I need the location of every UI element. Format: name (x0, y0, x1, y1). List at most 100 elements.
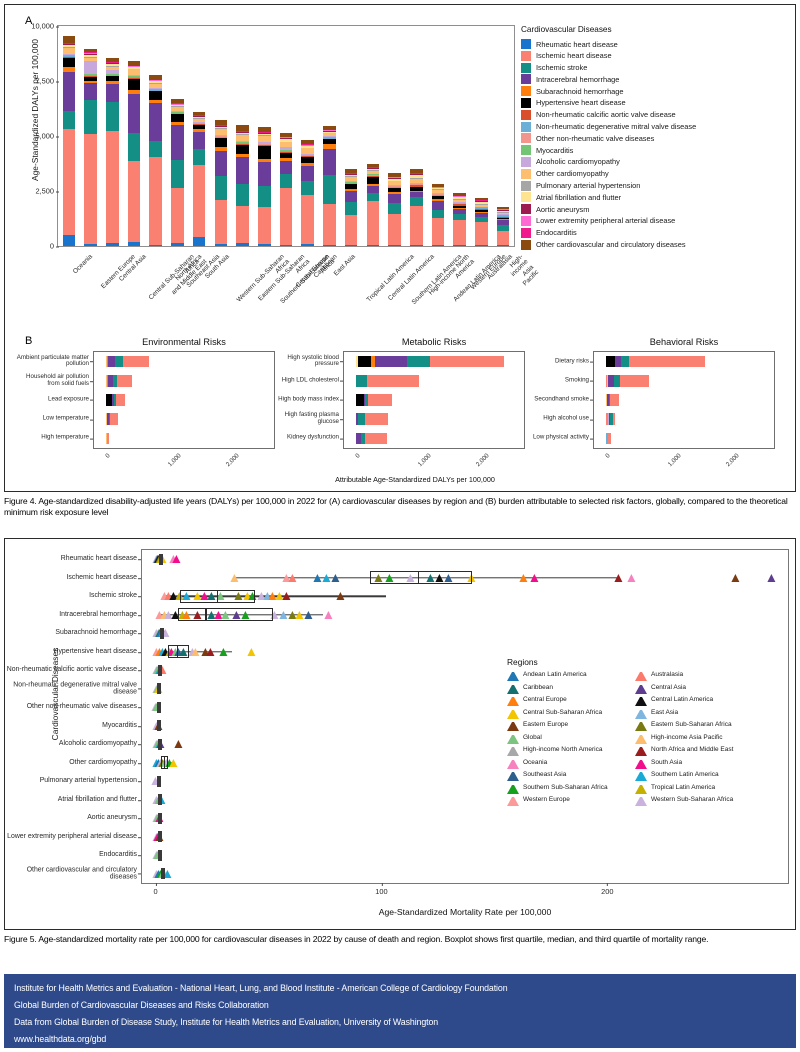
legend-item[interactable]: Tropical Latin America (635, 784, 757, 794)
legend-item[interactable]: Alcoholic cardiomyopathy (521, 156, 799, 167)
figure-5-region-marker[interactable] (155, 610, 164, 619)
figure-5-region-marker[interactable] (530, 573, 539, 582)
legend-item[interactable]: Lower extremity peripheral arterial dise… (521, 215, 799, 226)
legend-item[interactable]: Western Europe (507, 796, 629, 806)
figure-5-region-marker[interactable] (331, 573, 340, 582)
figure-5-region-marker[interactable] (207, 592, 216, 601)
figure-5-region-marker[interactable] (268, 592, 277, 601)
legend-item[interactable]: Rheumatic heart disease (521, 39, 799, 49)
figure-5-region-marker[interactable] (191, 647, 200, 656)
figure-5-region-marker[interactable] (169, 592, 178, 601)
figure-5-region-marker[interactable] (324, 610, 333, 619)
legend-item[interactable]: Hypertensive heart disease (521, 97, 799, 108)
legend-item[interactable]: Endocarditis (521, 227, 799, 238)
panel-a-stacked-bar[interactable] (236, 125, 249, 246)
panel-a-stacked-bar[interactable] (84, 48, 97, 246)
legend-item[interactable]: Pulmonary arterial hypertension (521, 180, 799, 191)
figure-5-region-marker[interactable] (385, 573, 394, 582)
legend-item[interactable]: Aortic aneurysm (521, 204, 799, 215)
panel-b-stacked-bar[interactable] (356, 413, 388, 425)
legend-item[interactable]: High-income North America (507, 746, 629, 756)
panel-a-stacked-bar[interactable] (171, 99, 184, 246)
figure-5-region-marker[interactable] (206, 647, 215, 656)
panel-a-stacked-bar[interactable] (149, 75, 162, 246)
figure-5-region-marker[interactable] (374, 573, 383, 582)
legend-item[interactable]: Andean Latin America (507, 671, 629, 681)
panel-a-stacked-bar[interactable] (431, 183, 445, 246)
legend-item[interactable]: North Africa and Middle East (635, 746, 757, 756)
figure-5-region-marker[interactable] (178, 647, 187, 656)
figure-5-region-marker[interactable] (295, 610, 304, 619)
figure-5-region-marker[interactable] (767, 573, 776, 582)
figure-5-region-marker[interactable] (214, 610, 223, 619)
figure-5-region-marker[interactable] (232, 610, 241, 619)
figure-5-region-marker[interactable] (263, 592, 272, 601)
figure-5-region-marker[interactable] (182, 610, 191, 619)
panel-a-stacked-bar[interactable] (127, 60, 141, 246)
panel-a-stacked-bar[interactable] (301, 139, 314, 246)
figure-5-region-marker[interactable] (243, 592, 252, 601)
figure-5-region-marker[interactable] (426, 573, 435, 582)
legend-item[interactable]: Subarachnoid hemorrhage (521, 86, 799, 97)
figure-5-region-marker[interactable] (444, 573, 453, 582)
figure-5-region-marker[interactable] (219, 647, 228, 656)
figure-5-region-marker[interactable] (275, 592, 284, 601)
figure-5-region-marker[interactable] (336, 592, 345, 601)
panel-b-stacked-bar[interactable] (356, 355, 505, 368)
figure-5-region-marker[interactable] (163, 869, 172, 878)
figure-5-region-marker[interactable] (172, 555, 181, 564)
figure-5-region-marker[interactable] (201, 647, 210, 656)
panel-a-stacked-bar[interactable] (475, 197, 488, 246)
figure-5-region-marker[interactable] (257, 592, 266, 601)
figure-5-region-marker[interactable] (175, 592, 184, 601)
figure-5-region-marker[interactable] (281, 573, 290, 582)
legend-item[interactable]: Intracerebral hemorrhage (521, 74, 799, 85)
figure-5-region-marker[interactable] (288, 610, 297, 619)
panel-b-stacked-bar[interactable] (106, 394, 126, 406)
legend-item[interactable]: Non-rheumatic degenerative mitral valve … (521, 121, 799, 132)
figure-5-region-marker[interactable] (169, 758, 178, 767)
legend-item[interactable]: Southern Sub-Saharan Africa (507, 784, 629, 794)
figure-5-region-marker[interactable] (731, 573, 740, 582)
figure-5-region-marker[interactable] (159, 592, 168, 601)
legend-item[interactable]: Southeast Asia (507, 771, 629, 781)
legend-item[interactable]: Other non-rheumatic valve diseases (521, 133, 799, 144)
panel-a-stacked-bar[interactable] (453, 193, 466, 246)
legend-item[interactable]: Ischemic heart disease (521, 50, 799, 61)
panel-a-stacked-bar[interactable] (214, 119, 228, 246)
legend-item[interactable]: Eastern Sub-Saharan Africa (635, 721, 757, 731)
panel-a-stacked-bar[interactable] (496, 206, 510, 246)
figure-5-region-marker[interactable] (627, 573, 636, 582)
panel-b-stacked-bar[interactable] (356, 432, 387, 445)
figure-5-region-marker[interactable] (193, 592, 202, 601)
legend-item[interactable]: Myocarditis (521, 145, 799, 156)
panel-b-stacked-bar[interactable] (606, 394, 619, 406)
legend-item[interactable]: Other cardiovascular and circulatory dis… (521, 239, 799, 250)
panel-b-stacked-bar[interactable] (606, 375, 649, 387)
panel-b-stacked-bar[interactable] (106, 413, 118, 425)
figure-5-region-marker[interactable] (313, 573, 322, 582)
panel-b-stacked-bar[interactable] (606, 355, 705, 368)
legend-item[interactable]: Other cardiomyopathy (521, 168, 799, 179)
figure-5-region-marker[interactable] (288, 573, 297, 582)
panel-a-stacked-bar[interactable] (257, 127, 271, 246)
panel-a-stacked-bar[interactable] (366, 163, 380, 246)
figure-5-region-marker[interactable] (173, 740, 182, 749)
legend-item[interactable]: Ischemic stroke (521, 62, 799, 73)
figure-5-region-marker[interactable] (207, 610, 216, 619)
panel-a-stacked-bar[interactable] (105, 58, 119, 246)
figure-5-region-marker[interactable] (304, 610, 313, 619)
legend-item[interactable]: Australasia (635, 671, 757, 681)
figure-5-region-marker[interactable] (241, 610, 250, 619)
panel-b-stacked-bar[interactable] (106, 432, 109, 445)
figure-5-region-marker[interactable] (151, 777, 160, 786)
figure-5-region-marker[interactable] (435, 573, 444, 582)
legend-item[interactable]: Central Asia (635, 684, 757, 694)
panel-a-stacked-bar[interactable] (192, 112, 206, 246)
panel-a-stacked-bar[interactable] (409, 169, 423, 246)
panel-a-stacked-bar[interactable] (279, 132, 293, 246)
figure-5-region-marker[interactable] (200, 592, 209, 601)
legend-item[interactable]: Caribbean (507, 684, 629, 694)
panel-b-stacked-bar[interactable] (356, 394, 392, 406)
legend-item[interactable]: Global (507, 734, 629, 744)
